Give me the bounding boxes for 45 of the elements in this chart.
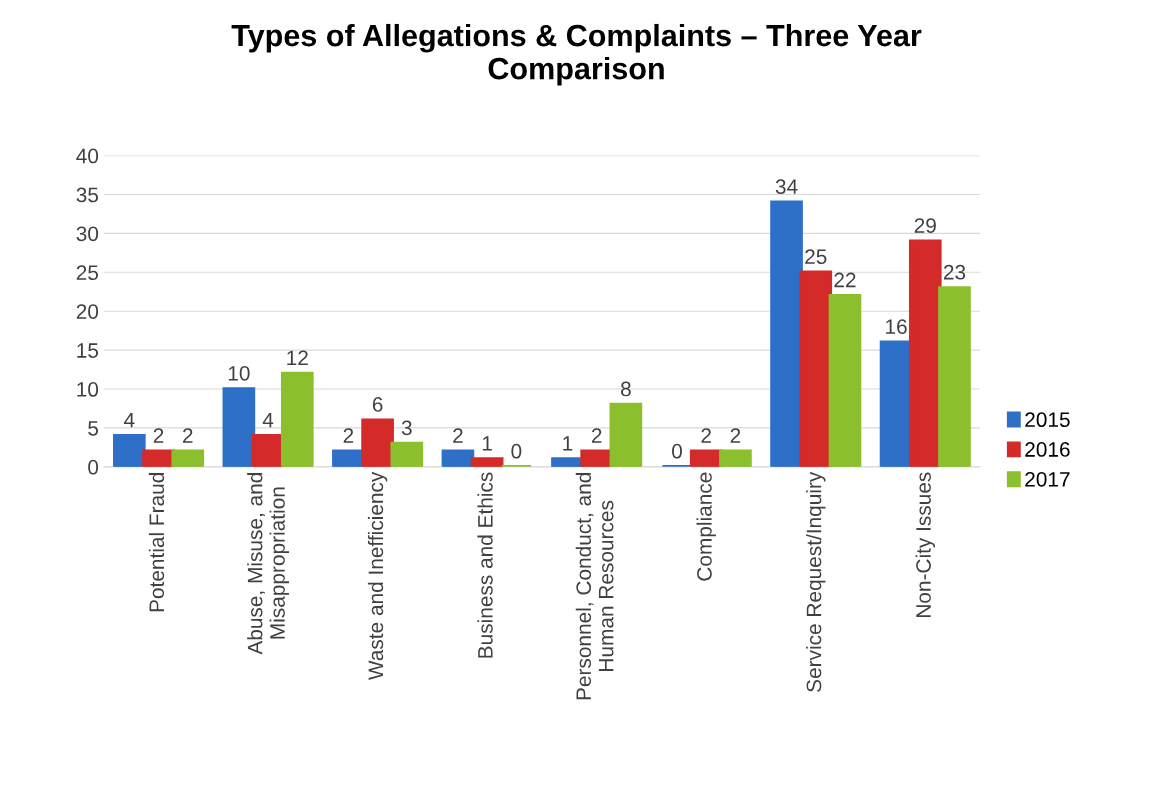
x-tick-label: Potential Fraud: [148, 473, 165, 612]
data-label: 34: [775, 179, 798, 195]
data-label: 12: [287, 350, 308, 365]
data-label: 8: [621, 381, 631, 397]
data-label: 3: [401, 420, 412, 436]
data-label: 2: [701, 428, 711, 443]
y-tick-label: 0: [88, 459, 99, 475]
x-tick-label: Waste and Inefficiency: [367, 471, 388, 681]
data-label: 6: [372, 397, 383, 412]
data-label: 2: [453, 428, 463, 443]
data-label: 0: [511, 443, 522, 459]
x-tick-label: Non-City Issues: [915, 472, 935, 618]
data-label: 1: [563, 436, 573, 451]
data-label: 2: [343, 428, 354, 443]
legend-label: 2015: [1025, 412, 1070, 428]
legend-label: 2016: [1025, 442, 1070, 457]
y-tick-label: 5: [88, 421, 99, 436]
y-tick-label: 30: [76, 226, 99, 242]
x-tick-label: Personnel, Conduct, and Human Resources: [575, 473, 614, 700]
data-label: 29: [914, 218, 936, 233]
chart-title: Types of Allegations & Complaints – Three Year Comparison: [231, 23, 922, 86]
data-label: 22: [834, 272, 856, 288]
data-label: 2: [153, 428, 164, 443]
x-tick-label: Business and Ethics: [477, 472, 493, 658]
x-tick-label: Service Request/Inquiry: [806, 471, 826, 692]
data-label: 4: [262, 412, 274, 428]
y-tick-label: 20: [76, 304, 99, 319]
data-label: 1: [482, 436, 492, 451]
data-label: 2: [183, 428, 193, 443]
data-label: 2: [591, 428, 602, 443]
y-tick-label: 40: [76, 148, 99, 164]
data-label: 0: [672, 443, 682, 459]
legend-label: 2017: [1025, 471, 1070, 487]
data-label: 23: [943, 264, 966, 280]
y-tick-label: 25: [76, 265, 99, 281]
x-tick-label: Compliance: [696, 472, 716, 581]
y-tick-label: 10: [77, 382, 99, 397]
data-label: 25: [805, 249, 827, 265]
x-tick-label: Abuse, Misuse, and Misappropriation: [247, 473, 289, 655]
data-label: 16: [886, 319, 907, 335]
y-tick-label: 35: [76, 187, 99, 203]
data-label: 10: [228, 365, 250, 381]
data-label: 2: [730, 428, 741, 443]
y-tick-label: 15: [77, 343, 99, 358]
data-label: 4: [124, 412, 135, 428]
